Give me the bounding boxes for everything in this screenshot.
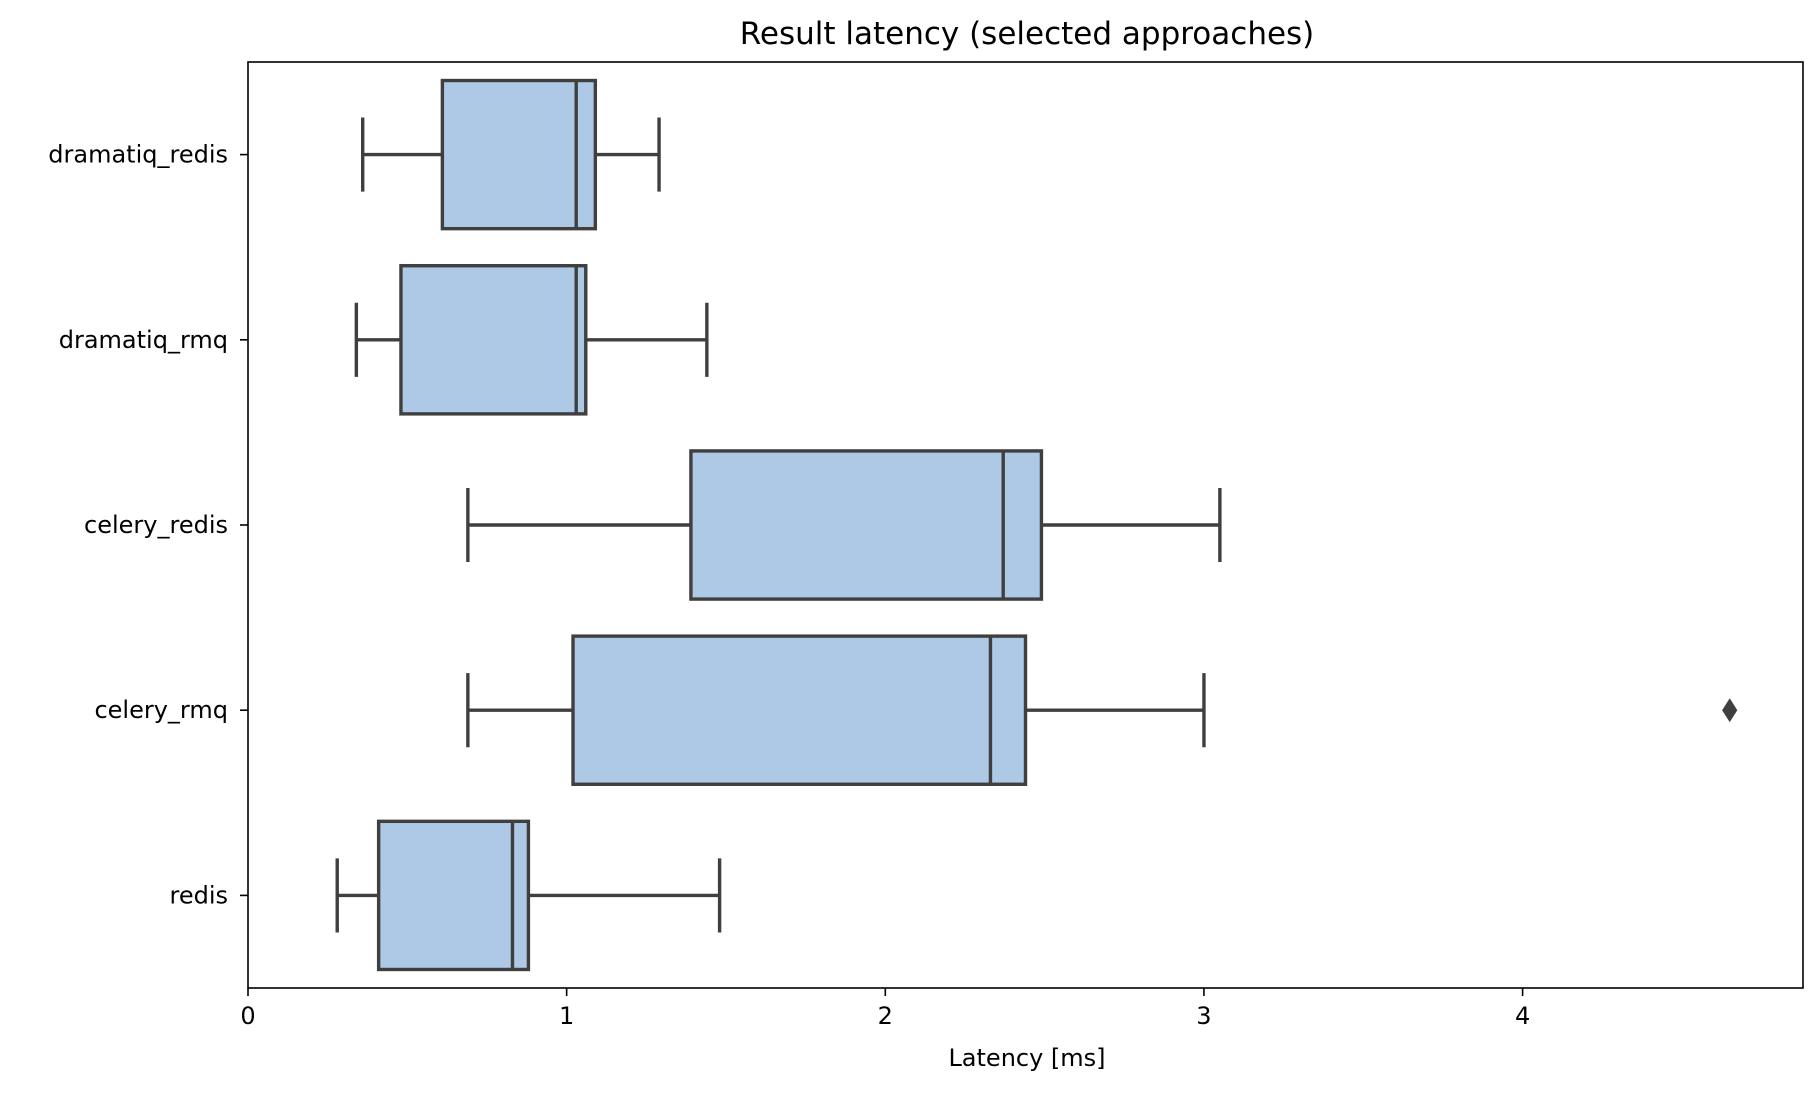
x-tick-label-1: 1 [559,1002,574,1030]
box-celery_redis [689,449,1044,601]
y-tick-label-dramatiq_redis: dramatiq_redis [48,141,228,169]
plot-frame [247,61,1804,989]
y-tick-label-dramatiq_rmq: dramatiq_rmq [59,326,228,354]
box-celery_rmq [571,634,1028,786]
box-redis [376,819,531,972]
x-tick-label-0: 0 [240,1002,255,1030]
outlier-celery_rmq-0 [1722,698,1738,723]
x-axis-label: Latency [ms] [948,1044,1105,1072]
y-tick-label-redis: redis [169,881,228,909]
y-tick-label-celery_rmq: celery_rmq [94,696,228,724]
box-dramatiq_rmq [399,264,588,416]
y-tick-label-celery_redis: celery_redis [84,511,228,539]
x-tick-label-3: 3 [1196,1002,1211,1030]
plot-area: dramatiq_redis dramatiq_rmq celery_redisce… [48,61,1804,1030]
x-tick-label-4: 4 [1515,1002,1530,1030]
box-dramatiq_redis [440,78,598,231]
chart-title: Result latency (selected approaches) [740,16,1315,52]
x-tick-label-2: 2 [878,1002,893,1030]
